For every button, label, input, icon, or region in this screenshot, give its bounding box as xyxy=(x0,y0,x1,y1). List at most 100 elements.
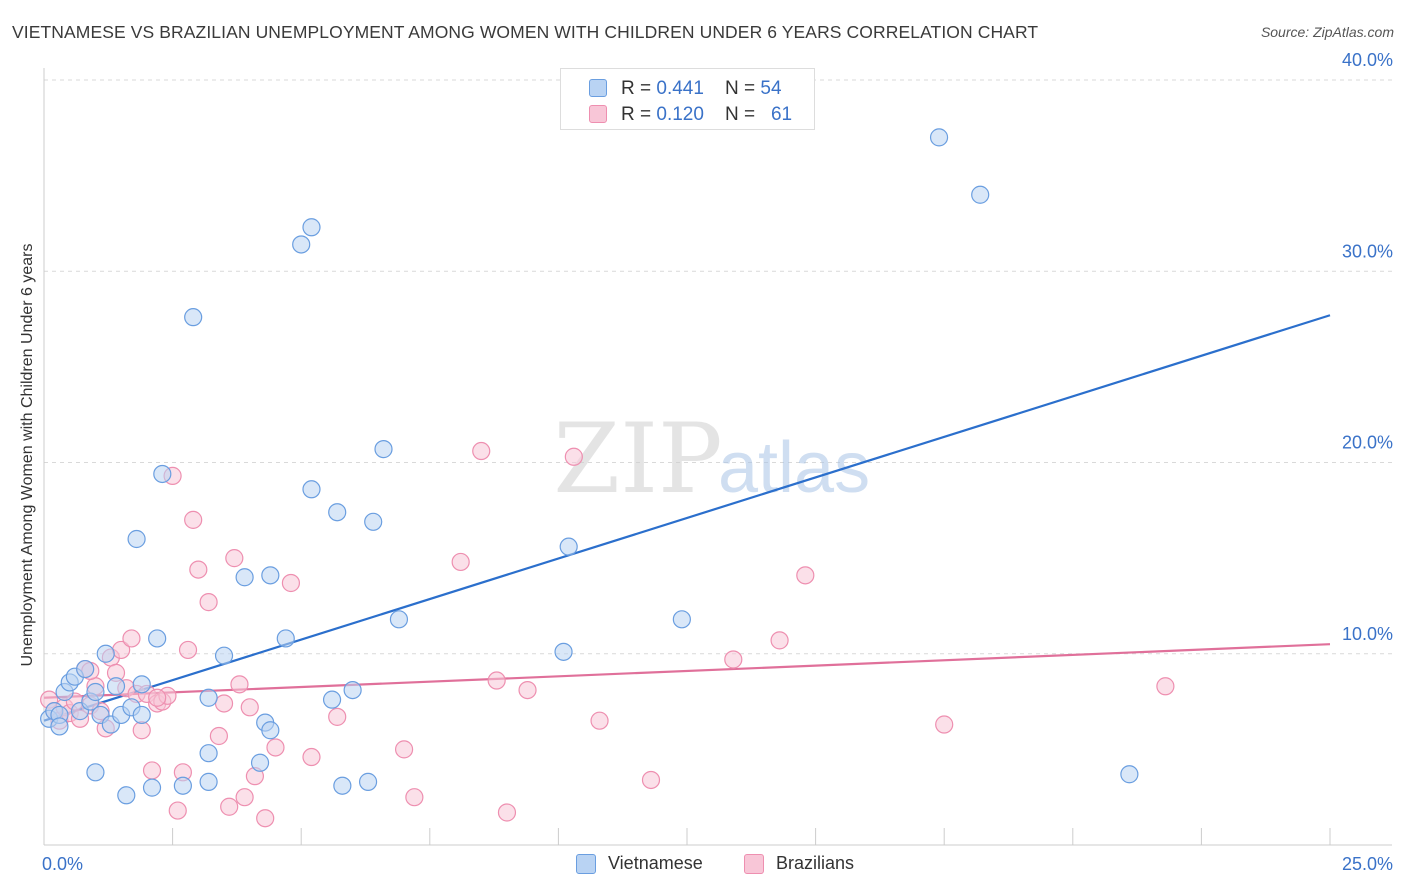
brazilians-point[interactable] xyxy=(220,797,239,816)
vietnamese-point[interactable] xyxy=(132,705,151,725)
brazilians-point[interactable] xyxy=(302,747,321,767)
y-axis-label: Unemployment Among Women with Children U… xyxy=(19,243,36,667)
legend-n-value: 61 xyxy=(770,104,793,125)
brazilians-point[interactable] xyxy=(189,560,208,579)
brazilians-point[interactable] xyxy=(168,801,187,820)
tick-labels: 10.0% 20.0% 30.0% 40.0% 0.0% 25.0% xyxy=(42,50,1393,874)
watermark: ZIP atlas xyxy=(553,403,870,515)
legend-label-vietnamese: Vietnamese xyxy=(608,853,703,873)
x-tick-label: 0.0% xyxy=(42,854,83,874)
vietnamese-point[interactable] xyxy=(86,682,105,702)
vietnamese-point[interactable] xyxy=(148,629,167,648)
brazilians-point[interactable] xyxy=(564,447,583,466)
legend-swatch-vietnamese xyxy=(589,79,607,97)
brazilians-point[interactable] xyxy=(256,809,275,828)
vietnamese-point[interactable] xyxy=(343,680,362,700)
brazilians-point[interactable] xyxy=(497,803,517,822)
brazilians-point[interactable] xyxy=(770,631,789,650)
vietnamese-point[interactable] xyxy=(199,772,218,791)
brazilians-point[interactable] xyxy=(142,761,162,780)
brazilians-point[interactable] xyxy=(178,640,198,660)
vietnamese-point[interactable] xyxy=(184,308,203,327)
vietnamese-point[interactable] xyxy=(389,610,409,629)
brazilians-point[interactable] xyxy=(199,593,218,612)
vietnamese-point[interactable] xyxy=(261,721,280,740)
vietnamese-point[interactable] xyxy=(250,753,270,772)
vietnamese-point[interactable] xyxy=(76,659,95,679)
legend-swatch-brazilians xyxy=(744,854,764,874)
vietnamese-point[interactable] xyxy=(132,675,151,694)
vietnamese-point[interactable] xyxy=(235,568,254,587)
brazilians-point[interactable] xyxy=(230,675,249,694)
vietnamese-point[interactable] xyxy=(106,677,126,696)
vietnamese-point[interactable] xyxy=(374,440,393,459)
vietnamese-point[interactable] xyxy=(302,480,321,499)
vietnamese-point[interactable] xyxy=(358,772,378,791)
brazilians-point[interactable] xyxy=(235,788,254,807)
vietnamese-point[interactable] xyxy=(199,744,218,763)
brazilians-point[interactable] xyxy=(590,711,609,730)
legend-n-label: N = xyxy=(725,104,761,125)
vietnamese-point[interactable] xyxy=(554,642,573,661)
vietnamese-point[interactable] xyxy=(86,763,105,782)
legend-n-value: 54 xyxy=(760,78,782,99)
brazilians-point[interactable] xyxy=(518,680,537,700)
y-tick-label: 20.0% xyxy=(1342,433,1393,453)
vietnamese-point[interactable] xyxy=(214,646,234,665)
brazilians-point[interactable] xyxy=(132,721,151,740)
vietnamese-point[interactable] xyxy=(328,503,347,522)
vietnamese-point[interactable] xyxy=(50,717,69,736)
legend-r-value: 0.441 xyxy=(656,78,704,99)
brazilians-point[interactable] xyxy=(328,707,347,726)
trend-line-brazilians xyxy=(43,643,1331,699)
vietnamese-points xyxy=(40,128,1139,805)
vietnamese-point[interactable] xyxy=(302,218,321,237)
brazilians-point[interactable] xyxy=(214,694,234,713)
brazilians-point[interactable] xyxy=(796,566,815,585)
brazilians-point[interactable] xyxy=(122,629,141,648)
brazilians-point[interactable] xyxy=(209,726,228,746)
vietnamese-point[interactable] xyxy=(153,464,172,484)
vietnamese-point[interactable] xyxy=(322,690,342,709)
vietnamese-point[interactable] xyxy=(199,688,218,707)
brazilians-point[interactable] xyxy=(225,549,244,568)
vietnamese-point[interactable] xyxy=(276,629,295,648)
vietnamese-point[interactable] xyxy=(261,566,280,585)
vietnamese-point[interactable] xyxy=(292,235,311,254)
legend-swatch-brazilians xyxy=(589,105,607,123)
vietnamese-point[interactable] xyxy=(333,776,352,795)
legend-r-label: R = xyxy=(621,104,657,125)
brazilians-point[interactable] xyxy=(1156,677,1175,696)
trend-lines xyxy=(43,314,1331,722)
brazilians-point[interactable] xyxy=(394,740,414,759)
brazilians-point[interactable] xyxy=(641,770,661,790)
vietnamese-point[interactable] xyxy=(1120,765,1139,784)
vietnamese-point[interactable] xyxy=(559,537,578,556)
vietnamese-point[interactable] xyxy=(142,778,162,797)
vietnamese-point[interactable] xyxy=(127,529,146,549)
vietnamese-point[interactable] xyxy=(117,786,136,805)
y-tick-label: 30.0% xyxy=(1342,241,1393,261)
brazilians-point[interactable] xyxy=(240,698,259,717)
correlation-legend: R = 0.441 N = 54 R = 0.120 N = 61 xyxy=(560,68,815,130)
legend-swatch-vietnamese xyxy=(576,854,596,874)
brazilians-point[interactable] xyxy=(266,738,285,757)
vietnamese-point[interactable] xyxy=(971,185,990,204)
vietnamese-point[interactable] xyxy=(173,776,192,795)
brazilians-point[interactable] xyxy=(184,510,203,529)
legend-label-brazilians: Brazilians xyxy=(776,853,855,873)
vietnamese-point[interactable] xyxy=(364,512,383,531)
brazilians-point[interactable] xyxy=(405,788,424,807)
brazilians-point[interactable] xyxy=(472,441,491,461)
brazilians-point[interactable] xyxy=(281,573,301,593)
brazilians-point[interactable] xyxy=(451,552,470,572)
source-label: Source: ZipAtlas.com xyxy=(1260,24,1394,40)
vietnamese-point[interactable] xyxy=(929,128,949,147)
vietnamese-point[interactable] xyxy=(96,644,115,663)
brazilians-point[interactable] xyxy=(935,715,954,734)
chart-title: VIETNAMESE VS BRAZILIAN UNEMPLOYMENT AMO… xyxy=(12,22,1039,42)
brazilians-point[interactable] xyxy=(724,650,743,669)
brazilians-point[interactable] xyxy=(487,671,506,690)
vietnamese-point[interactable] xyxy=(672,610,691,629)
brazilians-point[interactable] xyxy=(148,688,167,707)
